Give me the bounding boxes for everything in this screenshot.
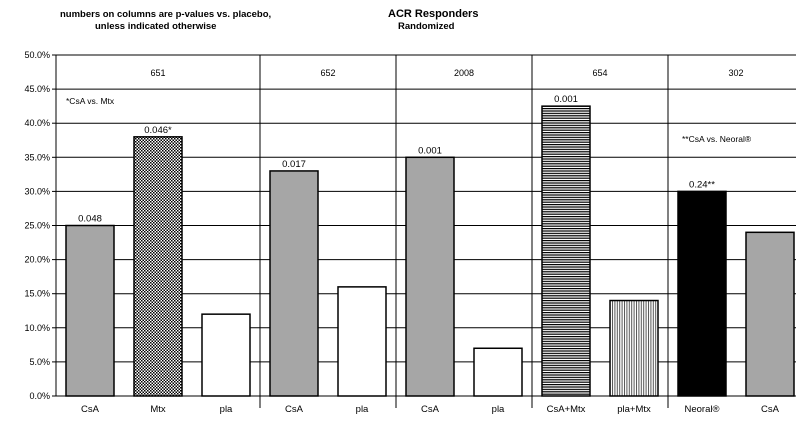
x-tick-label: CsA bbox=[285, 404, 304, 415]
chart-note-line2: unless indicated otherwise bbox=[95, 21, 217, 32]
x-tick-label: pla bbox=[356, 404, 369, 415]
study-labels: 651 652 2008 654 302 bbox=[150, 68, 743, 78]
x-tick-label: CsA+Mtx bbox=[547, 404, 586, 415]
bar bbox=[133, 136, 183, 397]
x-tick-label: pla+Mtx bbox=[617, 404, 651, 415]
bar-value-label: 0.048 bbox=[78, 214, 102, 225]
y-tick-label: 50.0% bbox=[24, 50, 50, 60]
bars bbox=[65, 105, 795, 397]
bar bbox=[65, 224, 115, 397]
bar bbox=[337, 286, 387, 397]
x-tick-label: Mtx bbox=[150, 404, 166, 415]
y-tick-label: 40.0% bbox=[24, 118, 50, 128]
y-axis-ticks: 0.0% 5.0% 10.0% 15.0% 20.0% 25.0% 30.0% 35.0% 40… bbox=[24, 50, 57, 401]
bar-value-label: 0.046* bbox=[144, 125, 172, 136]
bar bbox=[677, 190, 727, 397]
study-label: 651 bbox=[150, 68, 165, 78]
y-tick-label: 15.0% bbox=[24, 289, 50, 299]
y-tick-label: 0.0% bbox=[29, 391, 50, 401]
x-tick-label: CsA bbox=[81, 404, 100, 415]
bar bbox=[609, 299, 659, 397]
x-tick-label: CsA bbox=[421, 404, 440, 415]
x-tick-label: pla bbox=[220, 404, 233, 415]
y-tick-label: 30.0% bbox=[24, 186, 50, 196]
study-label: 302 bbox=[728, 68, 743, 78]
bar-value-label: 0.24** bbox=[689, 179, 715, 190]
y-tick-label: 5.0% bbox=[29, 357, 50, 367]
x-tick-label: CsA bbox=[761, 404, 780, 415]
chart-note-line1: numbers on columns are p-values vs. plac… bbox=[60, 9, 272, 20]
x-axis-categories: CsA Mtx pla CsA pla CsA pla CsA+Mtx pla+Mtx Neora… bbox=[81, 404, 780, 415]
bar bbox=[473, 347, 523, 397]
y-tick-label: 20.0% bbox=[24, 255, 50, 265]
y-tick-label: 25.0% bbox=[24, 221, 50, 231]
annotation-csa-vs-neoral: **CsA vs. Neoral® bbox=[682, 134, 752, 144]
chart-subtitle: Randomized bbox=[398, 21, 455, 32]
chart-title: ACR Responders bbox=[388, 8, 479, 20]
bar-value-labels: 0.048 0.046* 0.017 0.001 0.001 0.24** bbox=[78, 94, 715, 224]
annotation-csa-vs-mtx: *CsA vs. Mtx bbox=[66, 96, 115, 106]
study-label: 654 bbox=[592, 68, 607, 78]
x-tick-label: Neoral® bbox=[685, 404, 720, 415]
x-tick-label: pla bbox=[492, 404, 505, 415]
bar bbox=[405, 156, 455, 397]
bar bbox=[745, 231, 795, 397]
bar bbox=[201, 313, 251, 397]
bar bbox=[541, 105, 591, 397]
y-tick-label: 35.0% bbox=[24, 152, 50, 162]
bar-value-label: 0.001 bbox=[554, 94, 578, 105]
y-tick-label: 45.0% bbox=[24, 84, 50, 94]
bar-value-label: 0.017 bbox=[282, 159, 306, 170]
y-tick-label: 10.0% bbox=[24, 323, 50, 333]
bar bbox=[269, 170, 319, 397]
study-label: 2008 bbox=[454, 68, 474, 78]
study-label: 652 bbox=[320, 68, 335, 78]
bar-value-label: 0.001 bbox=[418, 145, 442, 156]
